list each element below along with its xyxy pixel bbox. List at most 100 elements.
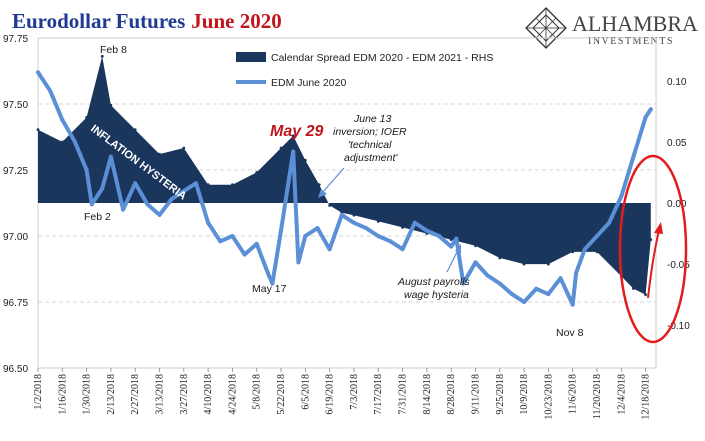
- legend-label-edm: EDM June 2020: [271, 77, 346, 89]
- edm-point-56: [648, 107, 653, 112]
- edm-point-3: [72, 138, 77, 143]
- spread-point-10: [255, 171, 259, 174]
- left-axis: 97.75 97.50 97.25 97.00 96.75 96.50: [3, 34, 28, 375]
- x-tick-23: 11/20/2018: [592, 374, 603, 419]
- edm-point-31: [376, 234, 381, 238]
- spread-point-3: [100, 54, 104, 58]
- x-tick-21: 10/23/2018: [543, 374, 554, 420]
- x-tick-16: 8/14/2018: [422, 374, 433, 415]
- spread-point-14: [317, 183, 321, 187]
- left-tick-5: 96.50: [3, 364, 28, 375]
- annotation-june13: June 13: [353, 113, 392, 125]
- x-tick-8: 4/24/2018: [227, 374, 238, 415]
- x-axis: 1/2/2018 1/16/2018 1/30/2018 2/13/2018 2/27/…: [33, 368, 652, 420]
- edm-point-44: [522, 300, 527, 304]
- highlight-circle: [618, 154, 688, 344]
- legend: Calendar Spread EDM 2020 - EDM 2021 - RH…: [236, 52, 493, 89]
- edm-point-49: [574, 270, 579, 275]
- spread-point-27: [595, 250, 599, 254]
- x-tick-6: 3/27/2018: [179, 374, 190, 415]
- spread-point-29: [632, 287, 635, 290]
- edm-point-45: [534, 286, 539, 291]
- edm-point-1: [48, 88, 53, 93]
- x-tick-25: 12/18/2018: [641, 374, 652, 420]
- edm-point-46: [546, 292, 551, 297]
- edm-point-40: [473, 260, 478, 265]
- edm-point-22: [279, 228, 284, 233]
- spread-point-26: [571, 250, 575, 254]
- edm-point-27: [327, 247, 332, 252]
- x-tick-24: 12/4/2018: [616, 374, 627, 415]
- annotation-arrow-august: [446, 249, 459, 273]
- x-tick-12: 6/19/2018: [325, 374, 336, 415]
- x-tick-5: 3/13/2018: [155, 374, 166, 415]
- edm-point-12: [169, 197, 174, 202]
- edm-point-51: [594, 234, 599, 238]
- edm-point-11: [157, 212, 162, 217]
- x-tick-15: 7/31/2018: [398, 374, 409, 415]
- edm-point-0: [36, 70, 40, 75]
- edm-point-2: [60, 117, 65, 122]
- spread-point-22: [474, 244, 477, 248]
- x-tick-9: 5/8/2018: [252, 374, 263, 410]
- annotation-august-payrolls: August payrolls: [397, 276, 471, 288]
- edm-point-26: [315, 226, 320, 231]
- spread-point-8: [206, 183, 210, 187]
- edm-point-28: [339, 212, 344, 217]
- x-tick-1: 1/16/2018: [57, 374, 68, 415]
- edm-point-33: [400, 247, 405, 252]
- x-tick-20: 10/9/2018: [519, 374, 530, 415]
- edm-point-7: [108, 154, 113, 159]
- annotation-adjustment: adjustment': [344, 152, 398, 164]
- annotation-inversion: inversion; IOER: [333, 126, 407, 138]
- edm-point-52: [607, 220, 612, 225]
- edm-point-23: [291, 149, 296, 154]
- x-tick-22: 11/6/2018: [568, 374, 579, 414]
- highlight-arrow: [647, 229, 660, 299]
- spread-point-9: [231, 183, 234, 187]
- edm-point-25: [303, 234, 308, 238]
- diamond-lattice-logo-icon: [525, 7, 567, 49]
- right-tick-3: -0.05: [667, 260, 690, 271]
- x-tick-11: 6/5/2018: [300, 374, 311, 410]
- annotation-may17: May 17: [252, 283, 287, 295]
- right-tick-0: 0.10: [667, 77, 687, 88]
- edm-point-6: [100, 186, 105, 191]
- spread-point-25: [546, 262, 550, 266]
- chart-title: Eurodollar Futures June 2020: [12, 9, 282, 33]
- edm-point-13: [181, 189, 186, 194]
- edm-point-24: [296, 260, 301, 265]
- edm-point-39: [461, 281, 466, 286]
- spread-series: [36, 54, 653, 297]
- edm-point-37: [449, 244, 454, 249]
- legend-label-spread: Calendar Spread EDM 2020 - EDM 2021 - RH…: [271, 52, 493, 64]
- annotation-arrow-june13: [321, 167, 345, 194]
- x-tick-13: 7/3/2018: [349, 374, 360, 410]
- spread-point-21: [449, 238, 453, 242]
- spread-point-11: [279, 146, 283, 150]
- edm-point-36: [437, 234, 442, 238]
- spread-area: [38, 56, 651, 295]
- edm-point-20: [266, 273, 271, 278]
- x-tick-10: 5/22/2018: [276, 374, 287, 415]
- edm-point-18: [242, 252, 247, 257]
- edm-point-17: [230, 234, 235, 238]
- annotation-wage-hysteria: wage hysteria: [404, 289, 469, 301]
- x-tick-2: 1/30/2018: [82, 374, 93, 415]
- edm-point-34: [412, 220, 417, 225]
- spread-point-15: [328, 204, 332, 207]
- annotation-may29: May 29: [270, 123, 323, 140]
- x-tick-17: 8/28/2018: [446, 374, 457, 415]
- spread-point-17: [352, 213, 356, 217]
- edm-point-38: [454, 236, 459, 241]
- left-tick-3: 97.00: [3, 232, 28, 243]
- left-tick-0: 97.75: [3, 34, 28, 45]
- spread-point-19: [401, 226, 404, 229]
- x-tick-19: 9/25/2018: [495, 374, 506, 415]
- highlight-arrowhead: [654, 222, 663, 234]
- x-tick-3: 2/13/2018: [106, 374, 117, 415]
- spread-point-1: [60, 140, 64, 144]
- x-tick-14: 7/17/2018: [373, 374, 384, 415]
- right-axis: 0.10 0.05 0.00 -0.05 -0.10: [667, 77, 690, 332]
- edm-point-32: [388, 239, 393, 244]
